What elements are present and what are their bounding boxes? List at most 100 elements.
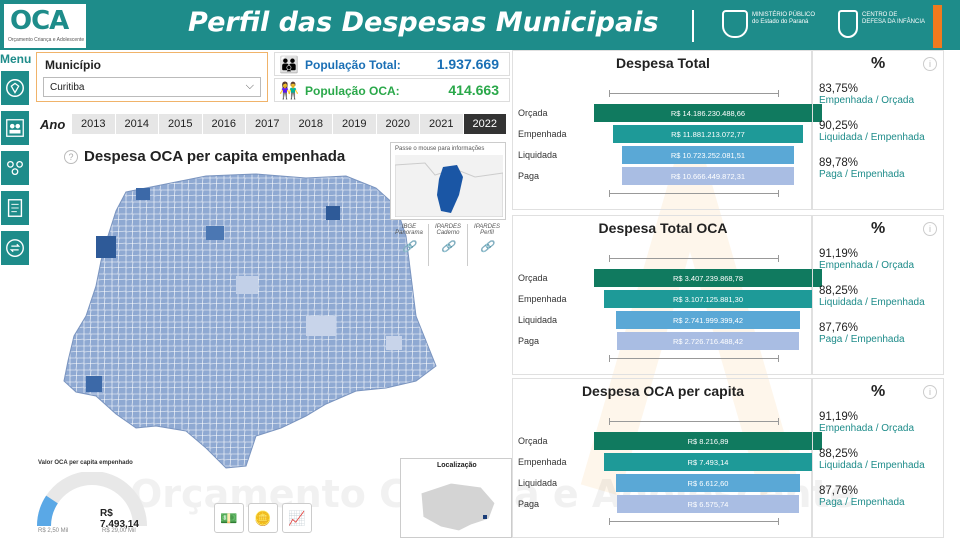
range-line-bottom: [609, 190, 779, 197]
info-icon[interactable]: i: [923, 385, 937, 399]
link-perfil-line2: Perfil: [480, 230, 494, 236]
menu-people-button[interactable]: [0, 110, 30, 146]
mp-emblem-icon: [722, 10, 748, 38]
children-icon: 👫: [279, 83, 299, 100]
menu-team-button[interactable]: [0, 150, 30, 186]
link-icon: 🔗: [402, 241, 416, 253]
menu-label: Menu: [0, 52, 32, 66]
hover-info-box[interactable]: Passe o mouse para informações: [390, 142, 506, 220]
group-icon: 👪: [279, 57, 299, 74]
parana-choropleth-map[interactable]: [56, 166, 446, 476]
bar[interactable]: R$ 6.612,60: [616, 474, 800, 492]
bar-row-liquidada: Liquidada R$ 6.612,60: [513, 474, 813, 494]
nav-money-button[interactable]: 💵: [214, 503, 244, 533]
bar-row-orçada: Orçada R$ 3.407.239.868,78: [513, 269, 822, 289]
bar[interactable]: R$ 2.741.999.399,42: [616, 311, 800, 329]
pct-item: 90,25% Liquidada / Empenhada: [819, 120, 925, 143]
population-oca-card: 👫 População OCA: 414.663: [274, 78, 510, 102]
menu-transfer-button[interactable]: [0, 230, 30, 266]
menu-document-button[interactable]: [0, 190, 30, 226]
link-icon: 🔗: [441, 241, 455, 253]
map-pin-icon: [6, 79, 24, 97]
municipio-selected: Curitiba: [50, 82, 85, 93]
pct-value: 91,19%: [819, 248, 859, 260]
chevron-down-icon: ⌵: [245, 80, 254, 92]
map-region-mid: [206, 226, 224, 240]
cdi-org-name: CENTRO DE DEFESA DA INFÂNCIA: [862, 12, 925, 26]
panel-1: Despesa Total OCA Orçada R$ 3.407.239.868,…: [512, 215, 822, 375]
help-icon[interactable]: ?: [64, 150, 78, 164]
link-ibge[interactable]: IBGE Panorama 🔗: [390, 224, 429, 266]
link-ipardes-perfil[interactable]: IPARDES Perfil 🔗: [468, 224, 506, 266]
bar-label: Liquidada: [518, 150, 558, 160]
team-icon: [7, 160, 23, 176]
gauge-title: Valor OCA per capita empenhado: [38, 460, 133, 466]
bar[interactable]: R$ 3.107.125.881,30: [604, 290, 812, 308]
bar[interactable]: R$ 10.666.449.872,31: [622, 167, 794, 185]
year-button-2020[interactable]: 2020: [376, 114, 420, 134]
nav-coins-button[interactable]: 🪙: [248, 503, 278, 533]
year-button-2022[interactable]: 2022: [463, 114, 507, 134]
bar[interactable]: R$ 7.493,14: [604, 453, 812, 471]
range-line-bottom: [609, 355, 779, 362]
transfer-icon: [6, 239, 24, 257]
bar-row-paga: Paga R$ 2.726.716.488,42: [513, 332, 813, 352]
pct-header: %: [871, 383, 886, 400]
bar[interactable]: R$ 2.726.716.488,42: [616, 332, 800, 350]
location-title: Localização: [437, 462, 477, 469]
bar-row-paga: Paga R$ 10.666.449.872,31: [513, 167, 813, 187]
population-oca-value: 414.663: [448, 82, 499, 98]
pct-value: 87,76%: [819, 485, 859, 497]
map-region-dark: [326, 206, 340, 220]
bar[interactable]: R$ 8.216,89: [594, 432, 822, 450]
year-button-2016[interactable]: 2016: [202, 114, 246, 134]
pct-description: Liquidada / Empenhada: [819, 297, 925, 308]
range-line-bottom: [609, 518, 779, 525]
map-region-dark: [86, 376, 102, 392]
pct-description: Paga / Empenhada: [819, 169, 905, 180]
year-button-2015[interactable]: 2015: [159, 114, 203, 134]
panel-title: Despesa Total: [616, 55, 710, 71]
gauge-card: Valor OCA per capita empenhado R$ 7.493,…: [36, 458, 148, 538]
orange-accent-strip: [933, 5, 942, 48]
pct-value: 90,25%: [819, 120, 859, 132]
nav-chart-button[interactable]: 📈: [282, 503, 312, 533]
bar[interactable]: R$ 14.186.230.488,66: [594, 104, 822, 122]
bar-label: Liquidada: [518, 315, 558, 325]
pct-description: Empenhada / Orçada: [819, 95, 915, 106]
link-caderno-line1: IPARDES: [435, 224, 461, 230]
bar[interactable]: R$ 11.881.213.072,77: [612, 125, 804, 143]
year-label: Ano: [40, 117, 66, 132]
menu-home-button[interactable]: [0, 70, 30, 106]
external-links: IBGE Panorama 🔗 IPARDES Caderno 🔗 IPARDE…: [390, 224, 506, 266]
pct-item: 91,19% Empenhada / Orçada: [819, 248, 914, 271]
year-button-2018[interactable]: 2018: [289, 114, 333, 134]
info-icon[interactable]: i: [923, 57, 937, 71]
link-ipardes-caderno[interactable]: IPARDES Caderno 🔗: [429, 224, 468, 266]
bar-label: Empenhada: [518, 457, 567, 467]
pct-description: Empenhada / Orçada: [819, 260, 915, 271]
year-button-2017[interactable]: 2017: [246, 114, 290, 134]
bar[interactable]: R$ 6.575,74: [616, 495, 800, 513]
pct-item: 88,25% Liquidada / Empenhada: [819, 448, 925, 471]
year-button-2019[interactable]: 2019: [333, 114, 377, 134]
year-button-2021[interactable]: 2021: [420, 114, 464, 134]
pct-description: Liquidada / Empenhada: [819, 132, 925, 143]
bar-label: Orçada: [518, 108, 548, 118]
mp-org-line2: do Estado do Paraná: [752, 19, 809, 25]
year-button-2014[interactable]: 2014: [115, 114, 159, 134]
bar-row-paga: Paga R$ 6.575,74: [513, 495, 813, 515]
bar-row-liquidada: Liquidada R$ 10.723.252.081,51: [513, 146, 813, 166]
panel-title: Despesa Total OCA: [598, 220, 728, 236]
oca-logo[interactable]: OCA Orçamento Criança e Adolescente: [4, 4, 86, 48]
hover-caption: Passe o mouse para informações: [395, 146, 485, 152]
pct-value: 91,19%: [819, 411, 859, 423]
gauge-chart: [37, 472, 147, 527]
municipio-dropdown[interactable]: Curitiba ⌵: [43, 77, 261, 97]
info-icon[interactable]: i: [923, 222, 937, 236]
year-button-2013[interactable]: 2013: [72, 114, 116, 134]
bar[interactable]: R$ 10.723.252.081,51: [621, 146, 795, 164]
bar[interactable]: R$ 3.407.239.868,78: [594, 269, 822, 287]
logo-subtitle: Orçamento Criança e Adolescente: [8, 37, 85, 43]
